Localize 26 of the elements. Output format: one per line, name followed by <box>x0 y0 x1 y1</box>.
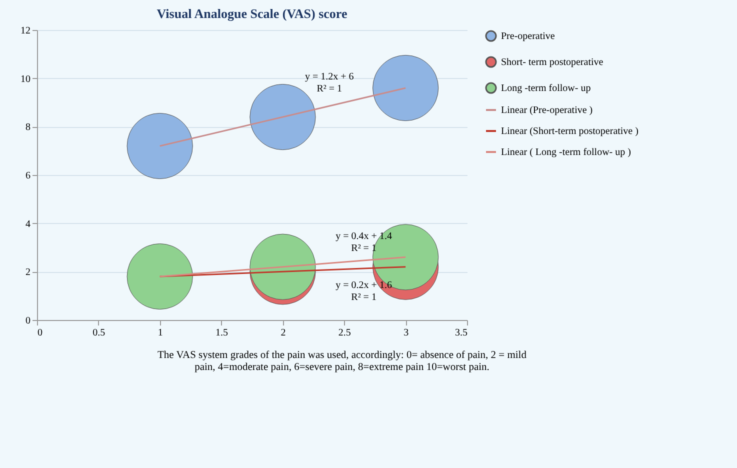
legend-label: Linear (Pre-operative ) <box>501 105 593 116</box>
legend-label: Long -term follow- up <box>501 83 591 94</box>
legend-label: Linear (Short-term postoperative ) <box>501 126 638 137</box>
annotation: y = 0.4x + 1.4 R² = 1 <box>336 230 392 254</box>
x-tick-label: 0.5 <box>92 328 106 338</box>
x-tick-label: 3 <box>404 328 409 338</box>
x-tick-label: 1.5 <box>216 328 228 338</box>
legend-label: Short- term postoperative <box>501 57 604 68</box>
y-tick-label: 0 <box>26 316 30 326</box>
x-tick-label: 2 <box>280 328 286 338</box>
x-tick-label: 3.5 <box>455 328 468 338</box>
y-tick-label: 4 <box>26 218 30 230</box>
y-tick-label: 10 <box>20 74 30 85</box>
y-tick-label: 12 <box>20 26 30 36</box>
legend-label: Pre-operative <box>501 31 556 42</box>
x-tick-label: 0 <box>38 328 42 338</box>
x-tick-label: 2.5 <box>338 328 351 338</box>
chart-title: Visual Analogue Scale (VAS) score <box>156 6 348 21</box>
x-tick-label: 1 <box>158 328 163 338</box>
legend-label: Linear ( Long -term follow- up ) <box>501 147 631 158</box>
y-tick-label: 2 <box>26 267 30 278</box>
annotation: y = 1.2x + 6 R² = 1 <box>305 71 354 94</box>
y-tick-label: 6 <box>26 170 30 182</box>
text: The VAS system grades of the pain was used, accordingly: 0= absence of pain, 2 = mild pain, 4=moderate pain, 6=severe pain, 8=extreme pain 10=worst pain. <box>158 350 528 373</box>
y-tick-label: 8 <box>26 122 30 134</box>
annotation: y = 0.2x + 1.6 R² = 1 <box>336 280 392 304</box>
